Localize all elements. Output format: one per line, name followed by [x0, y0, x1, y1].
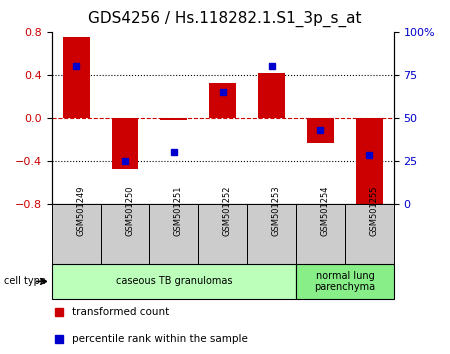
- Text: GDS4256 / Hs.118282.1.S1_3p_s_at: GDS4256 / Hs.118282.1.S1_3p_s_at: [88, 11, 362, 27]
- Bar: [296, 264, 394, 299]
- Bar: [112, 118, 139, 169]
- Text: GSM501252: GSM501252: [223, 185, 232, 236]
- Text: GSM501251: GSM501251: [174, 185, 183, 236]
- Text: GSM501253: GSM501253: [272, 185, 281, 236]
- Text: GSM501255: GSM501255: [369, 185, 378, 236]
- Bar: [161, 118, 187, 120]
- Text: cell type: cell type: [4, 276, 46, 286]
- Text: GSM501250: GSM501250: [125, 185, 134, 236]
- Bar: [149, 204, 198, 264]
- Bar: [307, 118, 334, 143]
- Bar: [296, 204, 345, 264]
- Bar: [258, 73, 285, 118]
- Text: GSM501254: GSM501254: [320, 185, 329, 236]
- Text: normal lung
parenchyma: normal lung parenchyma: [315, 270, 375, 292]
- Text: GSM501249: GSM501249: [76, 185, 85, 236]
- Text: transformed count: transformed count: [72, 307, 170, 317]
- Bar: [247, 204, 296, 264]
- Bar: [198, 204, 247, 264]
- Text: percentile rank within the sample: percentile rank within the sample: [72, 334, 248, 344]
- Bar: [345, 204, 394, 264]
- Text: caseous TB granulomas: caseous TB granulomas: [116, 276, 232, 286]
- Bar: [356, 118, 383, 209]
- Bar: [52, 204, 101, 264]
- Bar: [52, 264, 296, 299]
- Bar: [209, 84, 236, 118]
- Bar: [63, 37, 90, 118]
- Bar: [101, 204, 149, 264]
